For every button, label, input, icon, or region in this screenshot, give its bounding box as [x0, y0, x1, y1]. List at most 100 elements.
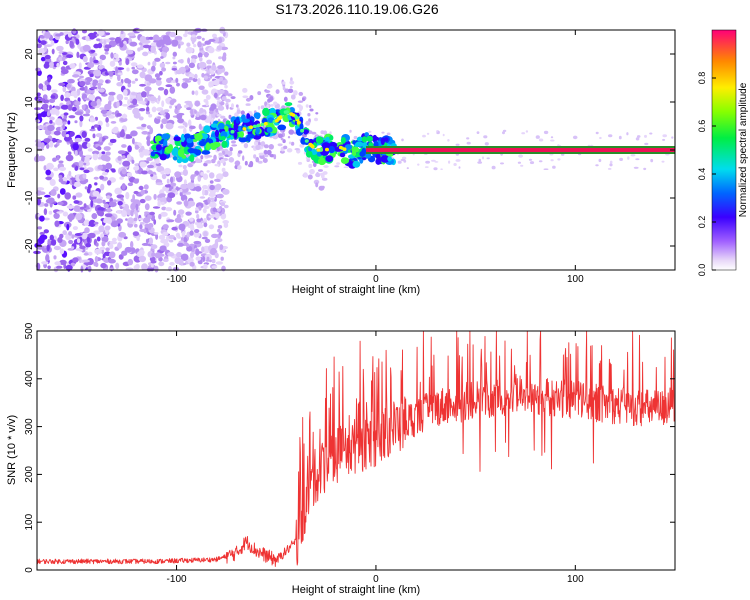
spectrogram-cell	[595, 131, 599, 135]
spectrogram-cell	[502, 131, 505, 135]
spectrogram-cell	[215, 261, 223, 265]
spectrogram-cell	[198, 85, 205, 91]
spectrogram-cell	[201, 236, 208, 240]
snr-plot-area	[37, 331, 675, 570]
spectrogram-cell	[83, 169, 90, 174]
spectrogram-ridge-cell	[255, 126, 260, 135]
spectrogram-cell	[102, 176, 108, 181]
spectrogram-cell	[598, 158, 602, 163]
spectrogram-cell	[58, 160, 64, 164]
spectrogram-cell	[173, 209, 177, 216]
spectrogram-cell	[44, 45, 47, 52]
spectrogram-cell	[92, 81, 97, 87]
spectrogram-cell	[148, 237, 154, 245]
spectrogram-cell	[46, 244, 50, 252]
spectrogram-cell	[44, 61, 50, 65]
spectrogram-cell	[89, 73, 94, 78]
spectrogram-cell	[550, 159, 554, 162]
spectrogram-cell	[196, 35, 202, 40]
spectrogram-cell	[238, 150, 243, 154]
spectrogram-cell	[208, 172, 215, 179]
spectrogram-cell	[160, 201, 165, 206]
spectrogram-cell	[178, 67, 182, 75]
spectrogram-cell	[94, 116, 98, 121]
spectrogram-cell	[455, 143, 460, 146]
spectrogram-cell	[207, 46, 215, 54]
spectrogram-ridge-cell	[173, 156, 178, 161]
spectrogram-cell	[121, 183, 126, 190]
spectrogram-cell	[281, 105, 286, 110]
spectrogram-cell	[79, 80, 86, 87]
spectrogram-cell	[177, 242, 184, 247]
spectrogram-cell	[62, 52, 67, 55]
spectrogram-cell	[153, 193, 157, 200]
spectrogram-cell	[217, 228, 221, 233]
spectrogram-ridge-cell	[380, 137, 385, 146]
spectrogram-cell	[268, 144, 274, 150]
spectrogram-cell	[76, 88, 81, 96]
spectrogram-cell	[217, 65, 225, 70]
spectrogram-cell	[136, 126, 144, 130]
spectrogram-cell	[82, 259, 90, 263]
spectrogram-cell	[89, 128, 96, 132]
y-tick-label: 200	[24, 466, 35, 483]
spectrogram-cell	[222, 79, 228, 85]
spectrogram-cell	[195, 210, 199, 214]
spectrogram-cell	[159, 70, 163, 76]
spectrogram-cell	[105, 109, 112, 117]
spectrogram-cell	[122, 104, 128, 107]
spectrogram-cell	[138, 217, 144, 221]
spectrogram-ridge-cell	[387, 156, 392, 162]
spectrogram-cell	[208, 224, 215, 230]
spectrogram-cell	[165, 84, 173, 88]
spectrogram-cell	[608, 134, 613, 138]
spectrogram-cell	[163, 109, 170, 113]
spectrogram-cell	[131, 69, 139, 75]
spectrogram-cell	[209, 180, 214, 184]
spectrogram-cell	[142, 217, 151, 224]
spectrogram-cell	[195, 256, 202, 261]
spectrogram-cell	[283, 96, 288, 102]
spectrogram-cell	[83, 252, 89, 256]
spectrogram-cell	[257, 91, 262, 96]
spectrogram-cell	[595, 164, 599, 167]
spectrogram-cell	[39, 215, 45, 222]
spectrogram-ridge-cell	[214, 129, 220, 138]
x-tick-label: 0	[373, 274, 379, 285]
spectrogram-cell	[210, 103, 217, 110]
spectrogram-ridge-cell	[302, 129, 309, 135]
spectrogram-cell	[194, 90, 199, 96]
spectrogram-cell	[297, 161, 303, 165]
spectrogram-cell	[60, 104, 69, 110]
spectrogram-cell	[242, 87, 248, 93]
spectrogram-cell	[214, 178, 221, 182]
spectrogram-cell	[193, 141, 199, 146]
spectrogram-cell	[209, 75, 213, 79]
spectrogram-cell	[203, 75, 209, 80]
spectrogram-cell	[277, 143, 283, 147]
spectrogram-cell	[147, 164, 154, 169]
spectrogram-cell	[155, 158, 160, 164]
spectrogram-cell	[49, 234, 54, 241]
spectrogram-cell	[63, 114, 68, 120]
spectrogram-cell	[165, 112, 170, 120]
spectrogram-cell	[671, 136, 674, 139]
spectrogram-cell	[400, 158, 406, 162]
spectrogram-cell	[184, 29, 188, 35]
spectrogram-cell	[194, 229, 200, 233]
constant-frequency-line-core	[366, 148, 675, 152]
spectrogram-cell	[129, 133, 135, 137]
spectrogram-cell	[314, 117, 318, 122]
spectrogram-cell	[100, 109, 108, 115]
spectrogram-cell	[426, 132, 430, 135]
spectrogram-cell	[139, 198, 146, 204]
spectrogram-cell	[535, 135, 540, 139]
spectrogram-cell	[94, 182, 98, 186]
spectrogram-cell	[43, 229, 49, 234]
spectrogram-cell	[227, 93, 233, 97]
spectrogram-cell	[97, 164, 104, 170]
spectrogram-cell	[45, 176, 52, 180]
spectrogram-cell	[436, 132, 440, 135]
spectrogram-ridge-cell	[155, 135, 162, 142]
spectrogram-cell	[198, 205, 202, 210]
